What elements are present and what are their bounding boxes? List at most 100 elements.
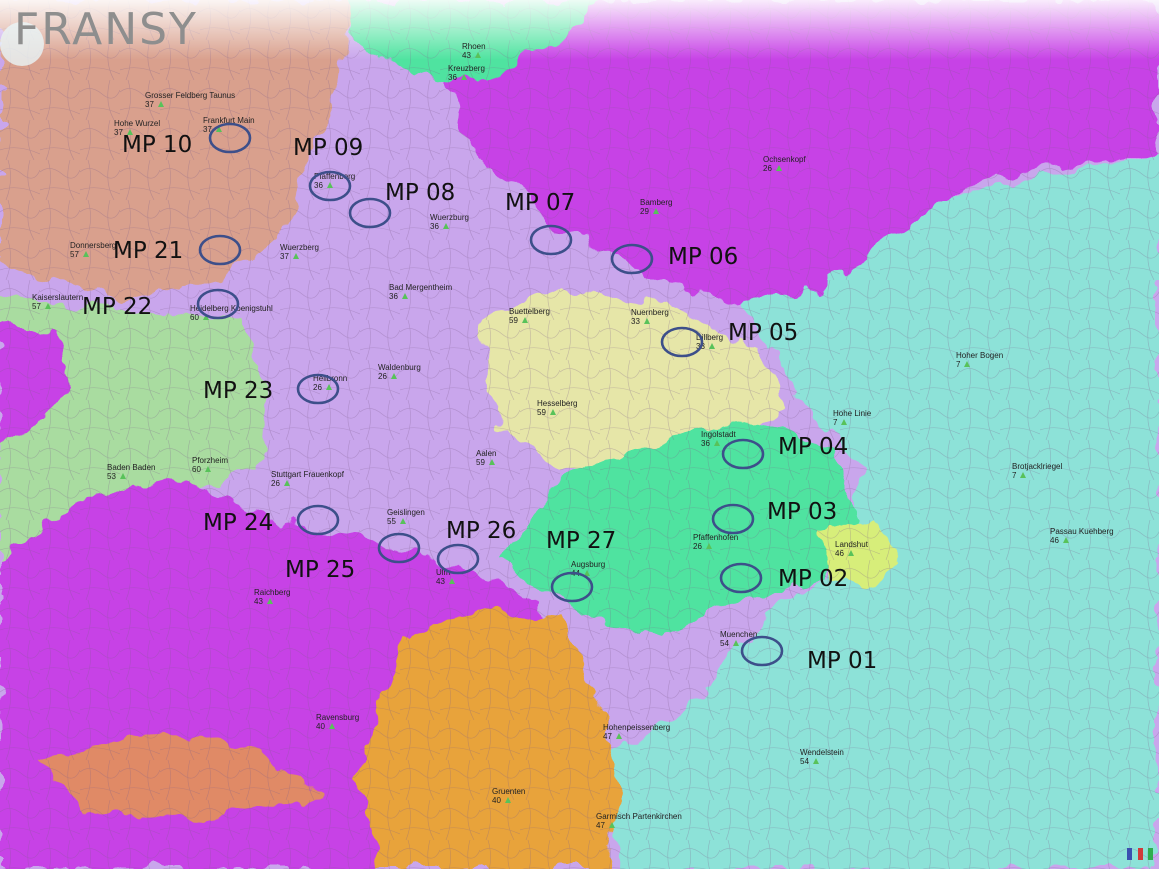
site-name: Pfaffenberg (314, 172, 356, 181)
site-hoherbogen[interactable]: Hoher Bogen 7 (956, 351, 1003, 369)
site-nuernberg[interactable]: Nuernberg 33 (631, 308, 669, 326)
site-mergentheim[interactable]: Bad Mergentheim 36 (389, 283, 452, 301)
site-ingolstadt[interactable]: Ingolstadt 36 (701, 430, 736, 448)
site-channel: 47 (596, 821, 605, 830)
site-pfaffenberg[interactable]: Pfaffenberg 36 (314, 172, 355, 190)
site-stuttgart[interactable]: Stuttgart Frauenkopf 26 (271, 470, 344, 488)
site-name: Hoher Bogen (956, 351, 1004, 360)
transmitter-icon (608, 822, 615, 828)
site-pfaffenhofen[interactable]: Pfaffenhofen 26 (693, 533, 738, 551)
transmitter-icon (615, 733, 622, 739)
transmitter-icon (119, 473, 126, 479)
site-wuerzburg[interactable]: Wuerzburg 36 (430, 213, 469, 231)
transmitter-icon (448, 578, 455, 584)
site-rhoen[interactable]: Rhoen 43 (462, 42, 486, 60)
site-name: Wendelstein (800, 748, 844, 757)
transmitter-icon (732, 640, 739, 646)
site-channel: 26 (313, 383, 322, 392)
site-name: Hohenpeissenberg (603, 723, 671, 732)
site-koenigstuhl[interactable]: Heidelberg Koenigstuhl 60 (190, 304, 273, 322)
site-channel: 44 (571, 569, 580, 578)
site-landshut[interactable]: Landshut 46 (835, 540, 868, 558)
site-name: Garmisch Partenkirchen (596, 812, 682, 821)
site-channel: 33 (696, 342, 705, 351)
site-passau[interactable]: Passau Kuehberg 46 (1050, 527, 1114, 545)
site-feldberg[interactable]: Grosser Feldberg Taunus 37 (145, 91, 235, 109)
site-bamberg[interactable]: Bamberg 29 (640, 198, 672, 216)
site-wuerzberg[interactable]: Wuerzberg 37 (280, 243, 319, 261)
site-name: Aalen (476, 449, 497, 458)
transmitter-icon (202, 314, 209, 320)
site-hoheliste[interactable]: Hohe Linie 7 (833, 409, 871, 427)
site-hesselberg[interactable]: Hesselberg 59 (537, 399, 577, 417)
site-brotjacklriegel[interactable]: Brotjacklriegel 7 (1012, 462, 1062, 480)
site-ulm[interactable]: Ulm 43 (436, 568, 455, 586)
site-channel: 43 (436, 577, 445, 586)
site-channel: 33 (631, 317, 640, 326)
site-name: Augsburg (571, 560, 606, 569)
flag-red (1137, 848, 1143, 860)
corner-color-flags (1126, 847, 1153, 865)
site-channel: 55 (387, 517, 396, 526)
site-name: Raichberg (254, 588, 291, 597)
site-kaiserslautern[interactable]: Kaiserslautern 57 (32, 293, 83, 311)
site-channel: 36 (314, 181, 323, 190)
site-channel: 29 (640, 207, 649, 216)
site-augsburg[interactable]: Augsburg 44 (571, 560, 605, 578)
mp06-label: MP 06 (668, 244, 739, 270)
transmitter-icon (442, 223, 449, 229)
mp05-label: MP 05 (728, 320, 799, 346)
site-name: Landshut (835, 540, 868, 549)
transmitter-icon (841, 419, 848, 425)
transmitter-icon (474, 52, 481, 58)
transmitter-icon (812, 758, 819, 764)
site-badenbaden[interactable]: Baden Baden 53 (107, 463, 156, 481)
site-waldenburg[interactable]: Waldenburg 26 (378, 363, 421, 381)
transmitter-icon (292, 253, 299, 259)
site-buettelberg[interactable]: Buettelberg 59 (509, 307, 550, 325)
site-kreuzberg[interactable]: Kreuzberg 36 (448, 64, 485, 82)
transmitter-icon (708, 343, 715, 349)
site-aalen[interactable]: Aalen 59 (476, 449, 496, 467)
site-ravensburg[interactable]: Ravensburg 40 (316, 713, 359, 731)
site-pforzheim[interactable]: Pforzheim 60 (192, 456, 228, 474)
site-channel: 36 (701, 439, 710, 448)
site-name: Pfaffenhofen (693, 533, 739, 542)
site-wurzel[interactable]: Hohe Wurzel 37 (114, 119, 160, 137)
site-channel: 40 (492, 796, 501, 805)
site-muenchen[interactable]: Muenchen 54 (720, 630, 757, 648)
transmitter-icon (1020, 472, 1027, 478)
brand-logo: FRANSY (14, 4, 198, 55)
site-heilbronn[interactable]: Heilbronn 26 (313, 374, 347, 392)
site-frankfurt[interactable]: Frankfurt Main 37 (203, 116, 255, 134)
transmitter-icon (775, 165, 782, 171)
transmitter-icon (583, 570, 590, 576)
logo-disc (0, 22, 44, 66)
site-donnersberg[interactable]: Donnersberg 57 (70, 241, 116, 259)
site-ochsenkopf[interactable]: Ochsenkopf 26 (763, 155, 806, 173)
site-raichberg[interactable]: Raichberg 43 (254, 588, 290, 606)
site-channel: 43 (254, 597, 263, 606)
site-channel: 7 (956, 360, 961, 369)
transmitter-icon (204, 466, 211, 472)
site-channel: 26 (378, 372, 387, 381)
mp04-label: MP 04 (778, 434, 849, 460)
site-geislingen[interactable]: Geislingen 55 (387, 508, 425, 526)
site-garmisch[interactable]: Garmisch Partenkirchen 47 (596, 812, 682, 830)
site-name: Frankfurt Main (203, 116, 255, 125)
mp23-label: MP 23 (203, 378, 274, 404)
mp26-label: MP 26 (446, 518, 517, 544)
site-channel: 26 (763, 164, 772, 173)
transmitter-icon (713, 440, 720, 446)
site-gruenten[interactable]: Gruenten 40 (492, 787, 525, 805)
site-channel: 54 (720, 639, 729, 648)
transmitter-icon (460, 74, 467, 80)
site-hohenpeissenberg[interactable]: Hohenpeissenberg 47 (603, 723, 670, 741)
transmitter-icon (652, 208, 659, 214)
mp22-label: MP 22 (82, 294, 153, 320)
site-wendelstein[interactable]: Wendelstein 54 (800, 748, 844, 766)
site-dillberg[interactable]: Dillberg 33 (696, 333, 723, 351)
top-fade (0, 0, 1159, 60)
